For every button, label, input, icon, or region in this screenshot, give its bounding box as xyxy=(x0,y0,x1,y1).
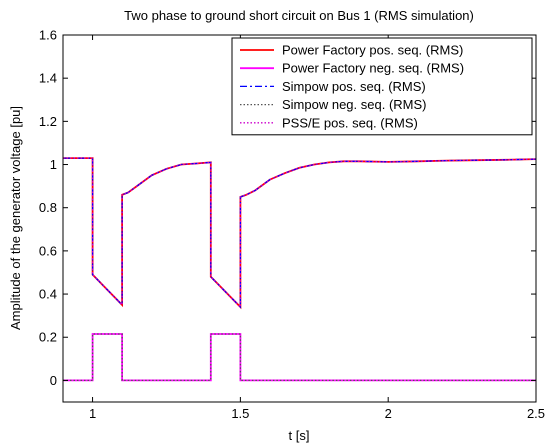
plot-area xyxy=(63,157,537,382)
series-line-1 xyxy=(63,333,536,382)
y-tick-label: 0.4 xyxy=(39,287,57,302)
legend-label-2: Simpow pos. seq. (RMS) xyxy=(282,79,426,94)
plot-frame xyxy=(62,34,537,403)
legend-label-0: Power Factory pos. seq. (RMS) xyxy=(282,43,463,58)
series-line-2 xyxy=(63,157,537,309)
series-line-3 xyxy=(63,333,536,382)
y-tick-label: 0.8 xyxy=(39,200,57,215)
series-line-0 xyxy=(63,157,537,310)
legend-label-1: Power Factory neg. seq. (RMS) xyxy=(282,61,464,76)
x-tick-label: 1.5 xyxy=(231,406,249,421)
y-tick-label: 1.2 xyxy=(39,114,57,129)
legend-label-3: Simpow neg. seq. (RMS) xyxy=(282,97,427,112)
y-tick-label: 0 xyxy=(50,373,57,388)
y-axis: 0 0.2 0.4 0.6 0.8 1 1.2 1.4 1.6 xyxy=(39,28,536,388)
series-line-4 xyxy=(63,157,537,309)
chart-title: Two phase to ground short circuit on Bus… xyxy=(124,8,474,23)
legend: Power Factory pos. seq. (RMS) Power Facto… xyxy=(231,37,533,136)
x-tick-label: 2.5 xyxy=(527,406,545,421)
legend-box xyxy=(231,37,533,136)
y-tick-label: 0.2 xyxy=(39,330,57,345)
legend-label-4: PSS/E pos. seq. (RMS) xyxy=(282,115,418,130)
y-tick-label: 1.4 xyxy=(39,71,57,86)
y-tick-label: 1 xyxy=(50,157,57,172)
y-tick-label: 0.6 xyxy=(39,243,57,258)
y-tick-label: 1.6 xyxy=(39,28,57,43)
x-tick-label: 2 xyxy=(385,406,392,421)
x-tick-label: 1 xyxy=(89,406,96,421)
x-axis-label: t [s] xyxy=(289,428,310,443)
y-axis-label: Amplitude of the generator voltage [pu] xyxy=(8,106,23,330)
